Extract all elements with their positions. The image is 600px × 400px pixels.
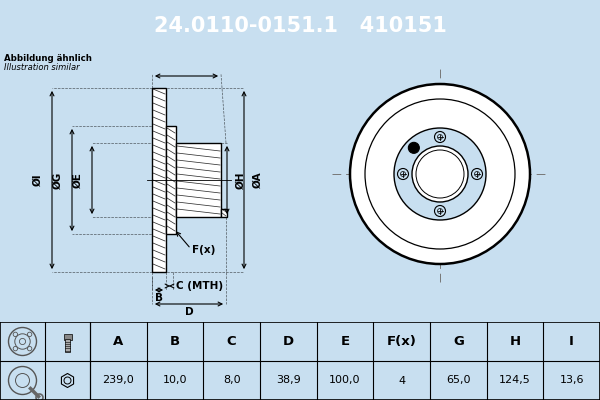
Circle shape xyxy=(434,206,445,216)
Text: F(x): F(x) xyxy=(387,335,416,348)
Bar xyxy=(176,143,221,217)
Text: Ø6,4: Ø6,4 xyxy=(422,155,451,173)
Circle shape xyxy=(409,142,419,153)
Circle shape xyxy=(472,168,482,180)
Text: G: G xyxy=(453,335,464,348)
Text: ØE: ØE xyxy=(73,172,83,188)
Text: 24.0110-0151.1   410151: 24.0110-0151.1 410151 xyxy=(154,16,446,36)
Text: H: H xyxy=(509,335,521,348)
Circle shape xyxy=(434,132,445,142)
Text: B: B xyxy=(170,335,180,348)
Text: 10,0: 10,0 xyxy=(163,376,187,386)
Text: 8,0: 8,0 xyxy=(223,376,241,386)
Text: C: C xyxy=(227,335,236,348)
Text: 13,6: 13,6 xyxy=(559,376,584,386)
Bar xyxy=(166,126,176,234)
Text: C (MTH): C (MTH) xyxy=(176,281,223,291)
Circle shape xyxy=(412,146,468,202)
Text: A: A xyxy=(113,335,124,348)
Text: B: B xyxy=(155,293,163,303)
Text: I: I xyxy=(569,335,574,348)
Text: ØH: ØH xyxy=(236,171,246,189)
Text: ØI: ØI xyxy=(33,174,43,186)
Circle shape xyxy=(398,168,409,180)
Text: 124,5: 124,5 xyxy=(499,376,531,386)
Text: F(x): F(x) xyxy=(192,245,215,255)
Text: ØG: ØG xyxy=(53,171,63,189)
Bar xyxy=(152,88,166,272)
Text: D: D xyxy=(283,335,294,348)
Text: E: E xyxy=(340,335,350,348)
Circle shape xyxy=(394,128,486,220)
Bar xyxy=(65,338,70,352)
Text: 65,0: 65,0 xyxy=(446,376,470,386)
Text: Abbildung ähnlich: Abbildung ähnlich xyxy=(4,54,92,63)
Text: Illustration similar: Illustration similar xyxy=(4,63,80,72)
Text: 239,0: 239,0 xyxy=(103,376,134,386)
Text: 100,0: 100,0 xyxy=(329,376,361,386)
Text: 4: 4 xyxy=(398,376,405,386)
Text: D: D xyxy=(185,307,193,317)
Bar xyxy=(221,209,227,217)
Text: ØA: ØA xyxy=(253,172,263,188)
Text: 38,9: 38,9 xyxy=(276,376,301,386)
Circle shape xyxy=(350,84,530,264)
Bar xyxy=(64,334,71,340)
